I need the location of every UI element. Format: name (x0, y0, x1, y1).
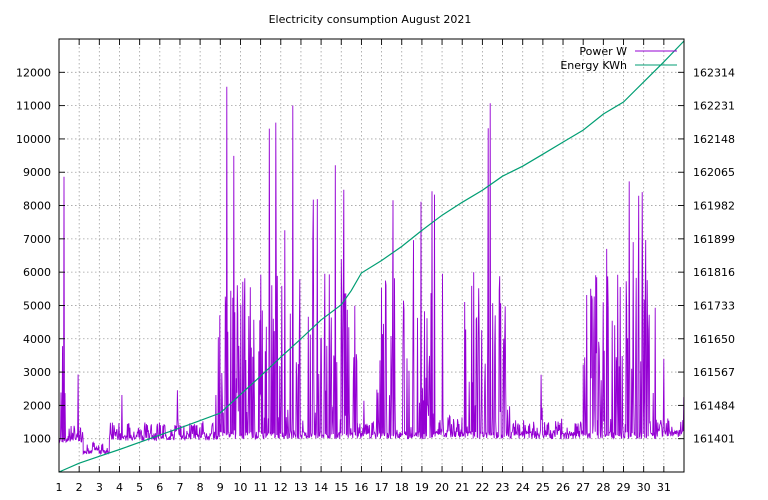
x-tick-label: 30 (637, 481, 651, 494)
x-tick-label: 17 (375, 481, 389, 494)
y2-tick-label: 161567 (693, 366, 735, 379)
x-tick-label: 1 (56, 481, 63, 494)
y2-tick-label: 162065 (693, 166, 735, 179)
y-tick-label: 10000 (16, 133, 51, 146)
x-tick-label: 2 (76, 481, 83, 494)
y2-tick-label: 161401 (693, 433, 735, 446)
x-tick-label: 4 (116, 481, 123, 494)
x-tick-label: 10 (233, 481, 247, 494)
power-series (58, 86, 685, 456)
y-tick-label: 1000 (23, 433, 51, 446)
y-tick-label: 8000 (23, 200, 51, 213)
x-tick-label: 23 (496, 481, 510, 494)
y2-tick-label: 161899 (693, 233, 735, 246)
x-tick-label: 29 (617, 481, 631, 494)
x-tick-label: 22 (475, 481, 489, 494)
x-tick-label: 28 (596, 481, 610, 494)
x-tick-label: 6 (156, 481, 163, 494)
y2-tick-label: 161733 (693, 299, 735, 312)
x-tick-label: 20 (435, 481, 449, 494)
energy-line (58, 40, 685, 473)
y-tick-label: 9000 (23, 166, 51, 179)
x-tick-label: 8 (197, 481, 204, 494)
x-tick-label: 26 (556, 481, 570, 494)
x-tick-label: 16 (354, 481, 368, 494)
y2-tick-label: 162148 (693, 133, 735, 146)
chart-title: Electricity consumption August 2021 (269, 13, 472, 26)
x-tick-label: 24 (516, 481, 530, 494)
y2-tick-label: 162231 (693, 100, 735, 113)
y2-tick-label: 161982 (693, 200, 735, 213)
x-tick-label: 11 (254, 481, 268, 494)
x-tick-label: 7 (176, 481, 183, 494)
legend-label-power: Power W (579, 45, 627, 58)
x-tick-label: 14 (314, 481, 328, 494)
y-tick-label: 7000 (23, 233, 51, 246)
x-tick-label: 18 (395, 481, 409, 494)
y-tick-label: 12000 (16, 66, 51, 79)
y-tick-label: 2000 (23, 399, 51, 412)
y2-tick-label: 161484 (693, 399, 735, 412)
y2-tick-label: 161650 (693, 333, 735, 346)
y2-tick-label: 162314 (693, 66, 735, 79)
x-tick-label: 5 (136, 481, 143, 494)
legend-label-energy: Energy KWh (560, 59, 627, 72)
x-tick-label: 31 (657, 481, 671, 494)
x-tick-label: 3 (96, 481, 103, 494)
x-tick-label: 19 (415, 481, 429, 494)
y-tick-label: 11000 (16, 100, 51, 113)
y-tick-label: 3000 (23, 366, 51, 379)
y-tick-label: 5000 (23, 299, 51, 312)
y2-tick-label: 161816 (693, 266, 735, 279)
y-tick-label: 4000 (23, 333, 51, 346)
y-tick-label: 6000 (23, 266, 51, 279)
x-tick-label: 25 (536, 481, 550, 494)
x-tick-label: 27 (576, 481, 590, 494)
plot-frame (58, 38, 685, 473)
x-tick-label: 9 (217, 481, 224, 494)
x-tick-label: 13 (294, 481, 308, 494)
x-tick-label: 15 (334, 481, 348, 494)
energy-series (58, 40, 685, 473)
power-line (58, 86, 685, 456)
axis-ticks: 1 2 3 4 5 6 7 8 9 10 11 12 13 14 15 16 17 18 19 20 21 22 23 24 2… (16, 39, 735, 494)
x-tick-label: 21 (455, 481, 469, 494)
x-tick-label: 12 (274, 481, 288, 494)
legend: Power W Energy KWh (560, 45, 677, 72)
